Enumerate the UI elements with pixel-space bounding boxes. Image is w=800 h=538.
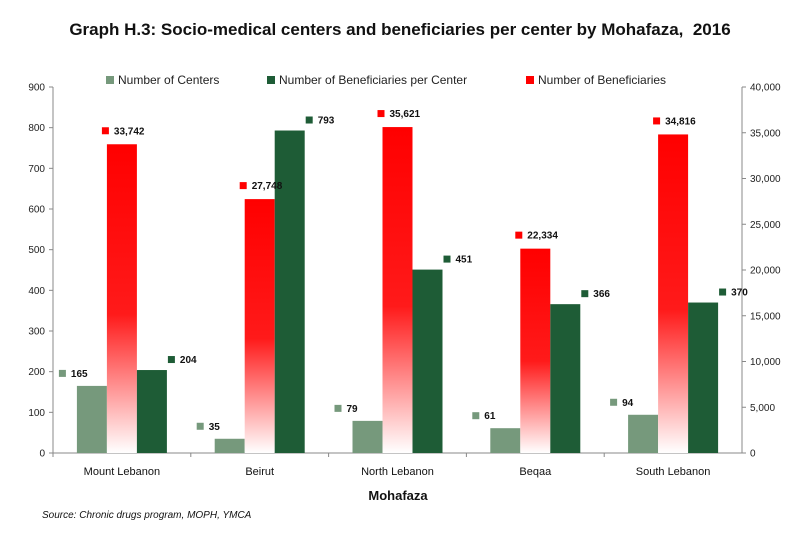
left-tick-label: 600 (28, 205, 45, 216)
bar-centers (76, 385, 107, 453)
data-label-beneficiaries-per-center-marker (719, 288, 727, 296)
bar-beneficiaries-per-center (136, 370, 167, 453)
bar-centers (352, 420, 383, 453)
right-tick-label: 20,000 (750, 266, 781, 277)
data-label-beneficiaries-marker (101, 127, 109, 135)
bar-beneficiaries-per-center (550, 304, 581, 453)
data-label-centers-marker (472, 412, 480, 420)
data-label-centers: 79 (347, 404, 359, 415)
legend-label: Number of Centers (118, 73, 219, 87)
bar-beneficiaries (244, 199, 275, 453)
data-label-beneficiaries-per-center-marker (305, 116, 313, 124)
x-axis-title: Mohafaza (368, 488, 428, 503)
data-label-centers: 35 (209, 422, 221, 433)
bar-beneficiaries (382, 127, 413, 454)
bar-beneficiaries (658, 134, 689, 453)
data-label-centers-marker (610, 398, 618, 406)
data-label-beneficiaries: 33,742 (114, 126, 145, 137)
right-tick-label: 15,000 (750, 311, 781, 322)
data-label-beneficiaries: 27,748 (252, 181, 283, 192)
data-label-beneficiaries-marker (239, 182, 247, 190)
right-tick-label: 10,000 (750, 357, 781, 368)
data-label-beneficiaries-per-center: 370 (731, 288, 748, 299)
bar-centers (490, 428, 521, 453)
data-label-beneficiaries-per-center-marker (443, 255, 451, 263)
data-label-beneficiaries-per-center: 793 (318, 116, 335, 127)
data-label-centers-marker (334, 404, 342, 412)
chart-title: Graph H.3: Socio-medical centers and ben… (69, 20, 731, 39)
bar-centers (628, 414, 659, 453)
right-tick-label: 5,000 (750, 403, 775, 414)
left-tick-label: 700 (28, 164, 45, 175)
x-tick-label: North Lebanon (361, 466, 434, 478)
right-tick-label: 25,000 (750, 220, 781, 231)
x-tick-label: Beirut (245, 466, 274, 478)
x-tick-label: Beqaa (519, 466, 552, 478)
legend-label: Number of Beneficiaries (538, 73, 666, 87)
bar-beneficiaries (520, 248, 551, 453)
legend-swatch (106, 76, 114, 84)
legend-swatch (267, 76, 275, 84)
data-label-beneficiaries-per-center-marker (581, 290, 589, 298)
data-label-beneficiaries: 35,621 (390, 109, 421, 120)
left-tick-label: 400 (28, 286, 45, 297)
data-label-beneficiaries-marker (377, 110, 385, 118)
data-label-beneficiaries-per-center: 204 (180, 355, 197, 366)
x-tick-label: South Lebanon (636, 466, 711, 478)
bar-beneficiaries-per-center (688, 302, 719, 453)
left-tick-label: 200 (28, 367, 45, 378)
bar-beneficiaries (106, 144, 137, 454)
bar-beneficiaries-per-center (274, 130, 305, 453)
data-label-beneficiaries-marker (515, 231, 523, 239)
right-tick-label: 35,000 (750, 128, 781, 139)
source-note: Source: Chronic drugs program, MOPH, YMC… (42, 510, 252, 521)
left-tick-label: 0 (39, 449, 45, 460)
data-label-centers-marker (58, 369, 66, 377)
data-label-centers-marker (196, 422, 204, 430)
right-tick-label: 30,000 (750, 174, 781, 185)
data-label-beneficiaries-per-center: 366 (593, 289, 610, 300)
bar-centers (214, 438, 245, 453)
bar-beneficiaries-per-center (412, 269, 443, 453)
data-label-beneficiaries: 34,816 (665, 116, 696, 127)
data-label-centers: 61 (484, 411, 496, 422)
data-label-beneficiaries-per-center: 451 (456, 255, 473, 266)
right-tick-label: 40,000 (750, 83, 781, 94)
left-tick-label: 100 (28, 408, 45, 419)
right-tick-label: 0 (750, 449, 756, 460)
data-label-beneficiaries: 22,334 (527, 231, 558, 242)
data-label-centers: 94 (622, 398, 634, 409)
left-tick-label: 500 (28, 245, 45, 256)
left-tick-label: 900 (28, 83, 45, 94)
x-tick-label: Mount Lebanon (84, 466, 160, 478)
data-label-centers: 165 (71, 369, 88, 380)
data-label-beneficiaries-marker (653, 117, 661, 125)
left-tick-label: 300 (28, 327, 45, 338)
data-label-beneficiaries-per-center-marker (167, 356, 175, 364)
legend-label: Number of Beneficiaries per Center (279, 73, 467, 87)
legend-swatch (526, 76, 534, 84)
left-tick-label: 800 (28, 123, 45, 134)
